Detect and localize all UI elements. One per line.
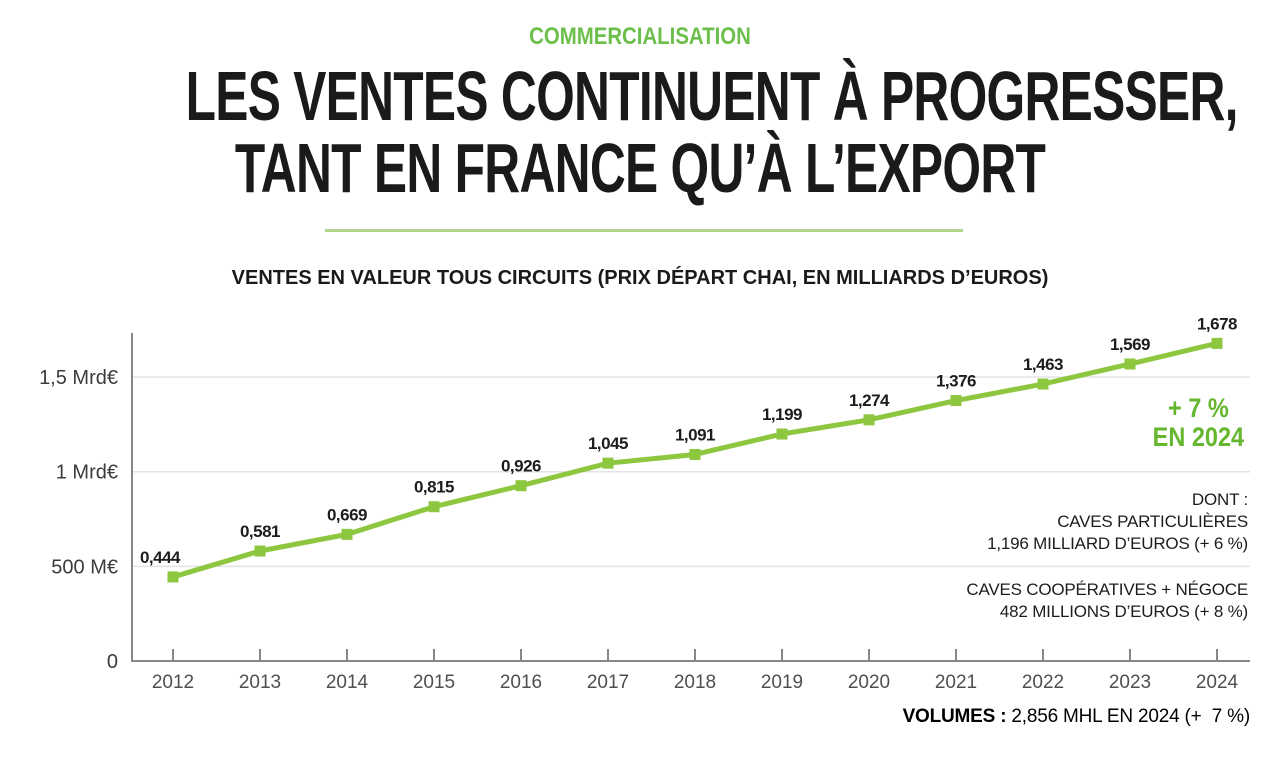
data-point-label: 1,045 <box>588 434 628 453</box>
data-point-marker <box>863 414 875 426</box>
x-axis-tick-label: 2019 <box>761 672 803 693</box>
data-point-label: 1,274 <box>849 391 890 410</box>
growth-year: EN 2024 <box>1152 422 1244 452</box>
volumes-value: 2,856 MHL EN 2024 (+ 7 %) <box>1011 706 1250 727</box>
green-divider-rule <box>325 229 963 232</box>
y-axis-tick-label: 1 Mrd€ <box>56 462 118 484</box>
x-axis-tick-label: 2014 <box>326 672 369 693</box>
data-point-label: 0,926 <box>501 457 541 476</box>
growth-callout: + 7 % EN 2024 <box>1153 394 1244 452</box>
x-axis-tick-label: 2020 <box>848 672 890 693</box>
data-point-label: 0,444 <box>140 548 181 567</box>
data-point-marker <box>341 528 353 540</box>
y-axis-tick-label: 0 <box>107 651 118 673</box>
chart-title: VENTES EN VALEUR TOUS CIRCUITS (PRIX DÉP… <box>231 267 1049 289</box>
x-axis-tick-label: 2012 <box>152 672 194 693</box>
data-point-label: 0,669 <box>327 505 367 524</box>
page-title: LES VENTES CONTINUENT À PROGRESSER, TANT… <box>0 60 1280 204</box>
x-axis-tick-label: 2021 <box>935 672 977 693</box>
data-point-label: 1,569 <box>1110 335 1150 354</box>
data-point-marker <box>1124 358 1136 370</box>
data-point-label: 1,199 <box>762 405 802 424</box>
data-point-marker <box>1211 337 1223 349</box>
data-point-marker <box>254 545 266 557</box>
data-point-marker <box>776 428 788 440</box>
data-point-label: 1,376 <box>936 372 976 391</box>
y-axis-tick-label: 1,5 Mrd€ <box>39 367 118 389</box>
data-point-label: 0,581 <box>240 522 280 541</box>
data-point-label: 1,678 <box>1197 314 1237 333</box>
x-axis-tick-label: 2015 <box>413 672 455 693</box>
caves-particulieres-annotation: DONT : CAVES PARTICULIÈRES 1,196 MILLIAR… <box>987 489 1248 555</box>
data-point-marker <box>602 457 614 469</box>
data-point-label: 1,463 <box>1023 355 1063 374</box>
y-axis-tick-label: 500 M€ <box>51 556 118 578</box>
x-axis-tick-label: 2018 <box>674 672 716 693</box>
data-point-marker <box>689 448 701 460</box>
volumes-label: VOLUMES : <box>902 706 1012 727</box>
caves-cooperatives-value: 482 MILLIONS D’EUROS (+ 8 %) <box>999 602 1248 621</box>
dont-label: DONT : <box>1191 490 1248 509</box>
caves-cooperatives-annotation: CAVES COOPÉRATIVES + NÉGOCE 482 MILLIONS… <box>966 579 1248 623</box>
caves-cooperatives-title: CAVES COOPÉRATIVES + NÉGOCE <box>966 580 1248 599</box>
x-axis-tick-label: 2013 <box>239 672 281 693</box>
x-axis-tick-label: 2023 <box>1109 672 1151 693</box>
page-title-line1: LES VENTES CONTINUENT À PROGRESSER, <box>185 57 1239 135</box>
page-title-line2: TANT EN FRANCE QU’À L’EXPORT <box>234 129 1046 207</box>
data-point-label: 0,815 <box>414 478 454 497</box>
data-point-label: 1,091 <box>675 425 715 444</box>
x-axis-tick-label: 2022 <box>1022 672 1064 693</box>
x-axis-tick-label: 2017 <box>587 672 629 693</box>
x-axis-tick-label: 2016 <box>500 672 542 693</box>
data-point-marker <box>950 395 962 407</box>
section-kicker: COMMERCIALISATION <box>529 23 751 50</box>
data-point-marker <box>167 571 179 583</box>
data-point-marker <box>515 480 527 492</box>
data-point-marker <box>428 501 440 513</box>
caves-particulieres-title: CAVES PARTICULIÈRES <box>1057 512 1248 531</box>
caves-particulieres-value: 1,196 MILLIARD D’EUROS (+ 6 %) <box>987 534 1248 553</box>
growth-percent: + 7 % <box>1167 393 1229 423</box>
volumes-footnote: VOLUMES : 2,856 MHL EN 2024 (+ 7 %) <box>902 706 1251 728</box>
x-axis-tick-label: 2024 <box>1196 672 1239 693</box>
data-point-marker <box>1037 378 1049 390</box>
